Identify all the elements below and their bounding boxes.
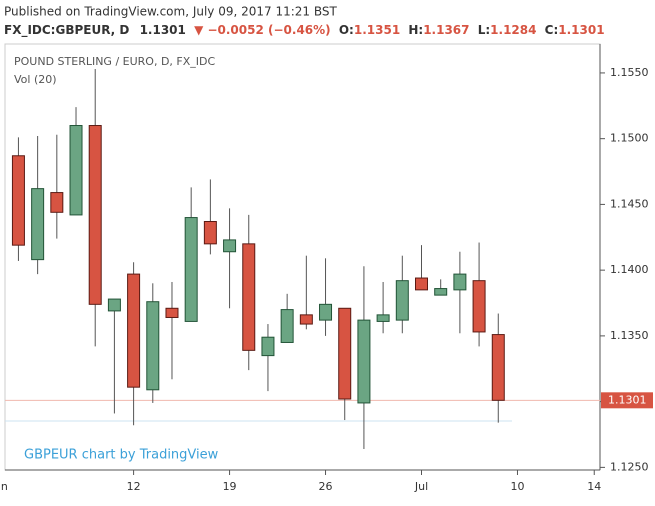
candle-body <box>376 314 390 322</box>
change: ▼ −0.0052 (−0.46%) <box>194 23 331 37</box>
candle-body <box>415 277 428 291</box>
ohlc-value: 1.1301 <box>558 23 604 37</box>
y-tick-label: 1.1400 <box>610 263 649 276</box>
ohlc-value: 1.1367 <box>423 23 469 37</box>
candle-body <box>88 125 102 305</box>
symbol: FX_IDC:GBPEUR, D <box>4 23 129 38</box>
ohlc-label: H: <box>408 23 423 37</box>
x-tick-label: 19 <box>223 480 237 493</box>
candle-body <box>319 303 333 321</box>
y-tick-label: 1.1250 <box>610 460 649 473</box>
x-tick-label: 14 <box>587 480 601 493</box>
candle-body <box>127 273 141 388</box>
ohlc-label: C: <box>545 23 559 37</box>
x-tick-label: Jun <box>0 480 8 493</box>
candle-body <box>50 192 64 213</box>
ohlc-value: 1.1351 <box>354 23 400 37</box>
ohlc-label: O: <box>339 23 354 37</box>
candle-body <box>203 221 217 245</box>
candle-body <box>261 336 275 357</box>
candle-body <box>69 125 83 216</box>
x-tick-label: 10 <box>510 480 524 493</box>
x-tick-label: 26 <box>319 480 333 493</box>
symbol-line: FX_IDC:GBPEUR, D 1.1301 ▼ −0.0052 (−0.46… <box>4 23 605 38</box>
last: 1.1301 <box>140 23 186 37</box>
candle-body <box>395 280 409 321</box>
candle-body <box>146 301 160 391</box>
ohlc-label: L: <box>478 23 490 37</box>
candle-body <box>184 217 198 322</box>
y-tick-label: 1.1450 <box>610 197 649 210</box>
chart-subtitle: Vol (20) <box>14 73 57 86</box>
candle-body <box>472 280 486 333</box>
y-tick-label: 1.1350 <box>610 329 649 342</box>
candle-body <box>107 298 121 312</box>
candle-body <box>31 188 45 261</box>
candle-body <box>165 307 179 318</box>
watermark: GBPEUR chart by TradingView <box>24 448 219 463</box>
published: Published on TradingView.com, July 09, 2… <box>4 5 338 19</box>
chart-title: POUND STERLING / EURO, D, FX_IDC <box>14 55 215 68</box>
candle-body <box>453 273 467 291</box>
candle-body <box>338 307 352 400</box>
candle-body <box>242 243 256 351</box>
y-tick-label: 1.1550 <box>610 66 649 79</box>
candle-body <box>223 239 237 253</box>
x-tick-label: 12 <box>127 480 141 493</box>
candle-body <box>434 288 448 296</box>
last-price-label: 1.1301 <box>608 393 647 406</box>
candle-body <box>357 319 371 404</box>
candle-body <box>299 314 313 325</box>
ohlc-value: 1.1284 <box>490 23 536 37</box>
candle-body <box>280 309 294 343</box>
candle-body <box>491 334 505 401</box>
y-tick-label: 1.1500 <box>610 132 649 145</box>
candle-body <box>11 155 25 246</box>
last-price-tag <box>601 392 653 409</box>
x-tick-label: Jul <box>414 480 428 493</box>
